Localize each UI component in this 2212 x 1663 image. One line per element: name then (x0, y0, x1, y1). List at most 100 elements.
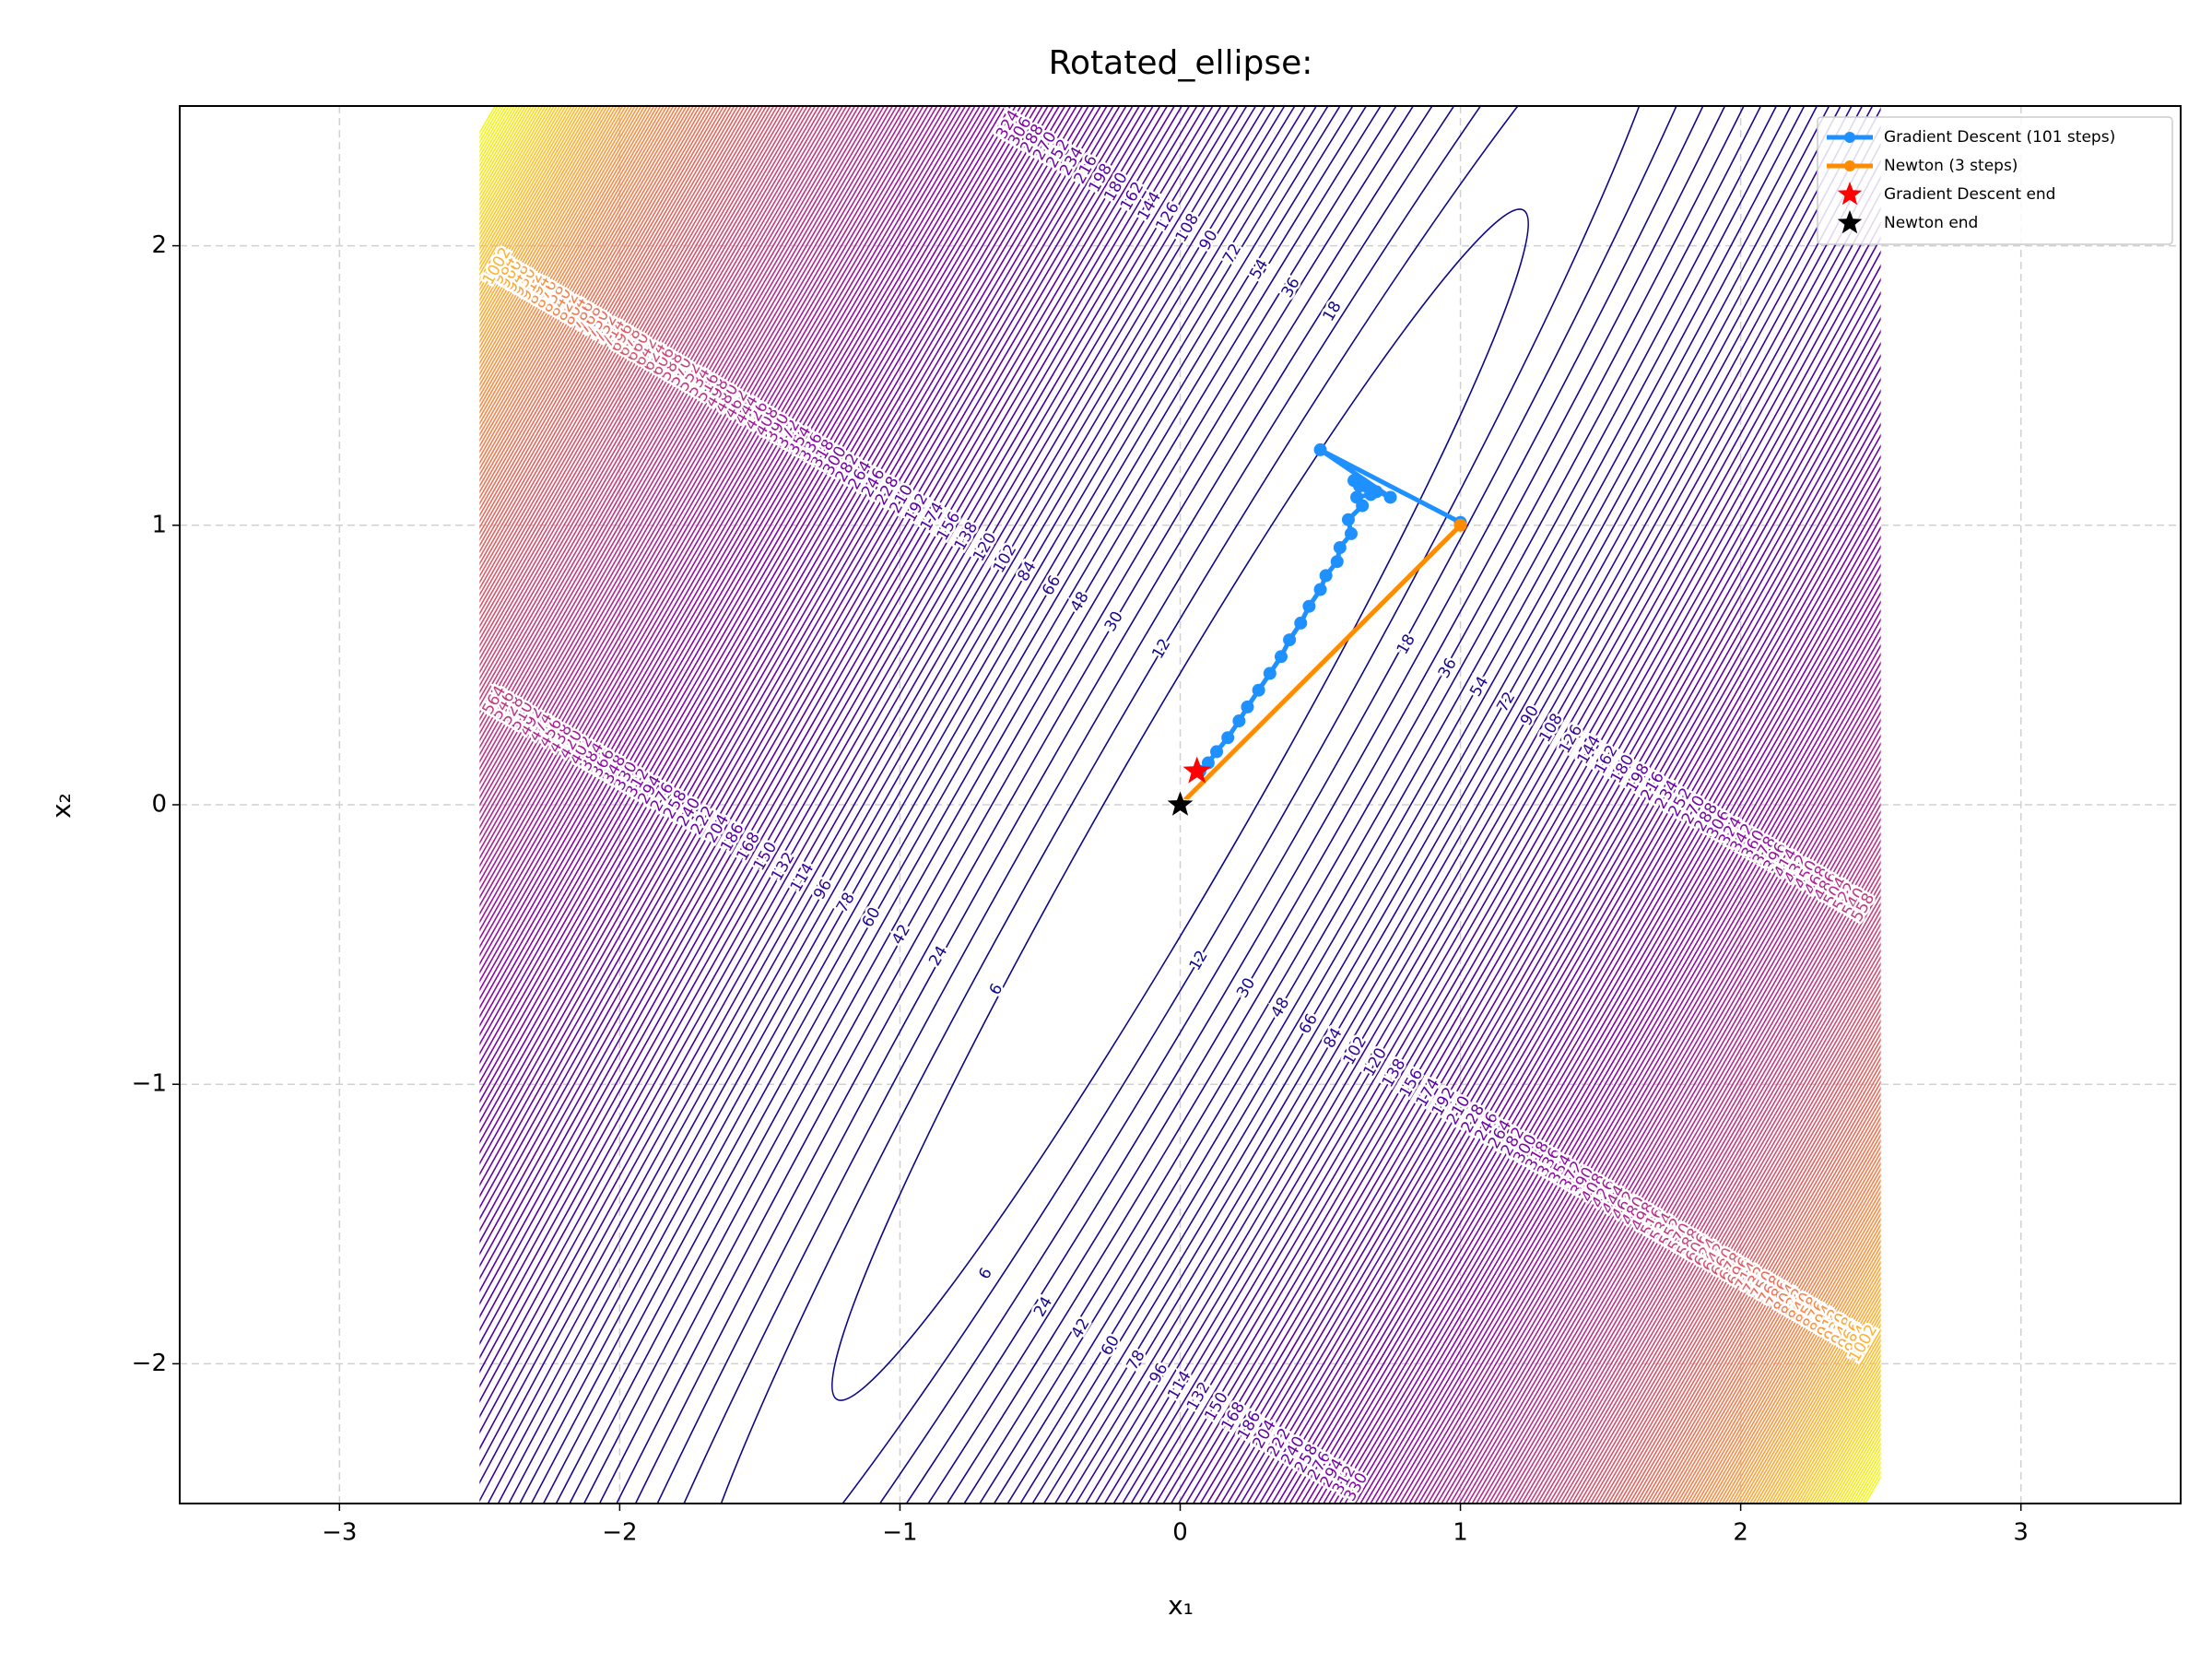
contour-label: 96 (810, 877, 836, 903)
x-axis-label: x₁ (1168, 1590, 1194, 1621)
path-point (1364, 488, 1378, 501)
contour-label: 60 (1098, 1332, 1124, 1359)
path-point (1319, 569, 1333, 583)
y-tick-label: −2 (132, 1350, 167, 1377)
path-point (1341, 513, 1355, 526)
path-point (1201, 756, 1215, 770)
contour-label: 72 (1219, 241, 1245, 267)
contour-label: 12 (1186, 948, 1212, 974)
x-tick-label: −1 (882, 1519, 917, 1547)
x-tick-label: −2 (602, 1519, 637, 1547)
contour-label: 90 (1517, 702, 1543, 729)
contour-label: 54 (1246, 256, 1272, 283)
contour-line (831, 208, 1529, 1401)
legend-label: Newton end (1884, 214, 1978, 232)
path-point (1333, 541, 1347, 555)
contour-line (479, 106, 1881, 1504)
contour-label: 84 (1320, 1025, 1346, 1052)
legend-marker (1844, 132, 1855, 143)
y-tick-label: 2 (151, 231, 167, 259)
contour-label: 36 (1278, 275, 1304, 301)
contour-label: 66 (1039, 572, 1065, 599)
contour-label: 78 (1124, 1347, 1149, 1374)
contour-label: 36 (1435, 655, 1461, 682)
path-point (1210, 745, 1224, 759)
path-point (1353, 479, 1367, 493)
y-tick-label: 1 (151, 511, 167, 538)
axes-frame (179, 105, 2182, 1504)
y-axis-label: x₂ (46, 793, 76, 819)
path-point (1313, 583, 1327, 596)
contour-label: 18 (1320, 299, 1346, 325)
contour-line (687, 106, 1674, 1504)
contour-label: 84 (1014, 559, 1040, 585)
contour-label: 30 (1101, 608, 1127, 635)
x-tick-label: −3 (322, 1519, 357, 1547)
contour-label: 66 (1296, 1010, 1322, 1037)
contour-label: 30 (1233, 974, 1259, 1001)
path-point (1330, 555, 1344, 569)
